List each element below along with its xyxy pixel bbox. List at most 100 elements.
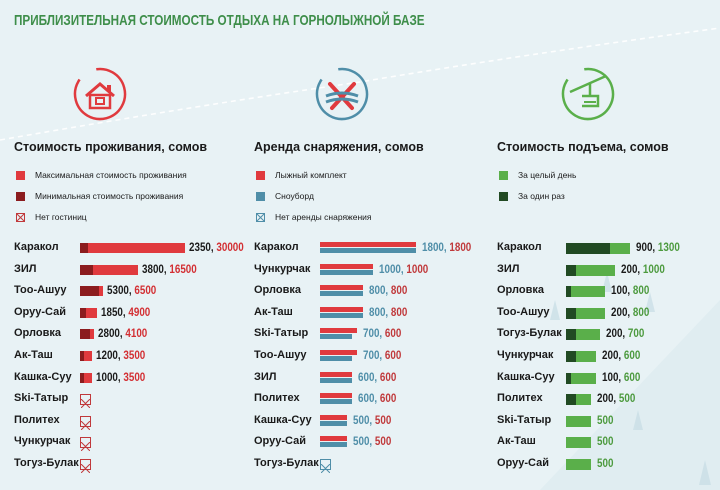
legend-item: Нет аренды снаряжения — [256, 212, 372, 222]
bar-full-day — [566, 372, 596, 384]
bar-ski — [320, 306, 363, 312]
category-label: ЗИЛ — [14, 262, 37, 275]
data-label: 200, 700 — [606, 326, 645, 341]
data-label: 500 — [596, 456, 614, 470]
bar-single-ride — [566, 351, 576, 362]
category-label: Кашка-Суу — [254, 413, 312, 426]
bar-single-ride — [566, 286, 571, 298]
data-label: 700, 600 — [363, 326, 402, 341]
legend-label: Лыжный комплект — [275, 170, 347, 180]
category-label: Оруу-Сай — [254, 435, 306, 448]
bar-snowboard — [320, 420, 347, 426]
category-label: Орловка — [254, 284, 301, 297]
category-label: Каракол — [14, 241, 59, 253]
data-label: 1000, 1000 — [379, 261, 429, 276]
data-label: 500 — [596, 434, 614, 449]
bar-full-day — [566, 286, 606, 298]
bar-snowboard — [320, 377, 352, 383]
bar-max — [80, 307, 98, 318]
bar-max — [80, 351, 93, 361]
legend-item: Сноуборд — [256, 191, 314, 201]
bar-full-day — [566, 351, 596, 362]
data-label: 500, 500 — [352, 412, 391, 427]
category-label: Орловка — [497, 284, 544, 297]
legend-swatch — [256, 170, 265, 180]
data-label: 200, 500 — [596, 391, 635, 406]
bar-ski — [320, 328, 358, 334]
bar-min — [80, 286, 99, 297]
bar-snowboard — [320, 248, 416, 253]
legend-item: За один раз — [499, 191, 565, 201]
category-label: Каракол — [254, 241, 299, 253]
category-label: Чункурчак — [14, 435, 71, 448]
bar-snowboard — [320, 356, 352, 361]
data-label: 100, 600 — [601, 369, 640, 384]
skis-icon — [314, 66, 370, 122]
bar-ski — [320, 285, 363, 291]
category-label: Тогуз-Булак — [497, 327, 562, 340]
data-label: 100, 800 — [611, 283, 650, 298]
category-label: Кашка-Суу — [497, 370, 555, 383]
bar-min — [80, 372, 84, 383]
chart-title: Стоимость проживания, сомов — [14, 140, 208, 154]
bar-min — [80, 329, 90, 340]
category-label: Ак-Таш — [14, 349, 53, 361]
data-label: 2350, 30000 — [189, 240, 244, 254]
category-label: ЗИЛ — [254, 370, 277, 383]
bar-snowboard — [320, 291, 363, 297]
data-label: 500 — [596, 412, 614, 427]
bar-single-ride — [566, 329, 576, 341]
bar-full-day — [566, 329, 601, 341]
data-label: 800, 800 — [368, 283, 407, 298]
legend-swatch — [256, 191, 265, 201]
legend-label: Минимальная стоимость проживания — [35, 191, 184, 201]
bar-ski — [320, 263, 374, 269]
bar-single-ride — [566, 307, 576, 319]
no-data-icon — [320, 459, 331, 474]
data-label: 1800, 1800 — [422, 240, 472, 254]
category-label: Чункурчак — [497, 349, 554, 361]
category-label: Политех — [497, 392, 543, 405]
bar-ski — [320, 350, 358, 355]
no-data-icon — [80, 394, 91, 409]
no-data-icon — [80, 415, 91, 431]
legend-none-icon — [16, 212, 25, 222]
legend-item: Минимальная стоимость проживания — [16, 191, 183, 201]
bar-ski — [320, 242, 416, 247]
data-label: 1000, 3500 — [96, 369, 146, 384]
bar-snowboard — [320, 442, 347, 448]
category-label: Каракол — [497, 241, 542, 253]
ski-lift-icon — [560, 66, 616, 122]
data-label: 600, 600 — [358, 391, 397, 406]
data-label: 900, 1300 — [636, 240, 680, 254]
bar-min — [80, 243, 89, 253]
legend-swatch — [499, 191, 508, 201]
data-label: 1850, 4900 — [101, 304, 151, 319]
category-label: Кашка-Суу — [14, 370, 72, 383]
legend-item: Нет гостиниц — [16, 212, 87, 222]
category-label: Ski-Татыр — [14, 392, 69, 405]
legend-label: За один раз — [518, 191, 565, 201]
bar-single-ride — [566, 264, 576, 276]
bar-full-day — [566, 307, 606, 319]
bar-full-day — [566, 394, 591, 406]
no-data-icon — [80, 459, 91, 474]
chart-title: Аренда снаряжения, сомов — [254, 140, 424, 154]
legend-item: За целый день — [499, 170, 576, 180]
legend-label: Максимальная стоимость проживания — [35, 170, 187, 180]
bar-snowboard — [320, 334, 352, 340]
bar-snowboard — [320, 269, 374, 275]
bar-full-day — [566, 437, 591, 449]
legend-item: Максимальная стоимость проживания — [16, 170, 187, 180]
category-label: Политех — [254, 392, 300, 405]
bar-max — [80, 372, 93, 383]
bar-max — [80, 243, 185, 253]
legend-label: За целый день — [518, 170, 577, 180]
bar-single-ride — [566, 372, 571, 384]
data-label: 3800, 16500 — [141, 261, 197, 276]
house-icon — [72, 66, 128, 122]
bar-min — [80, 264, 94, 275]
bar-ski — [320, 393, 352, 399]
bar-full-day — [566, 415, 591, 427]
data-label: 500, 500 — [352, 434, 391, 449]
